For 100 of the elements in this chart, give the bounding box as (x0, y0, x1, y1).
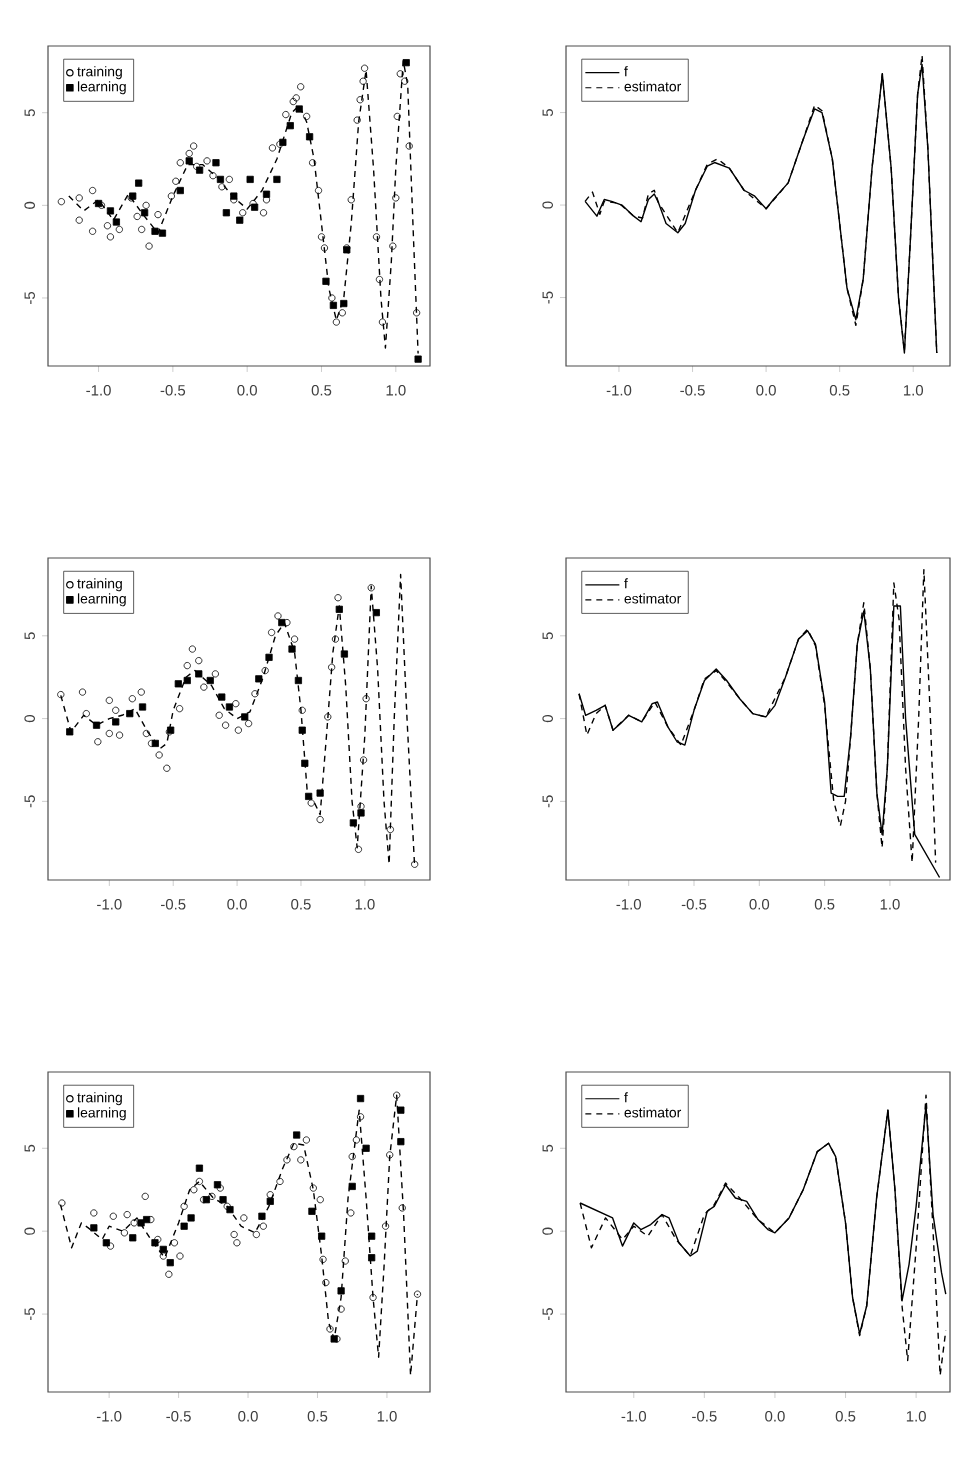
point (314, 186, 323, 195)
point (252, 1230, 260, 1239)
point (176, 705, 184, 713)
point (142, 201, 150, 209)
point (331, 635, 340, 643)
point (142, 729, 150, 738)
point (305, 792, 313, 800)
point (115, 731, 124, 739)
point (354, 845, 363, 853)
point (317, 233, 326, 241)
point (151, 227, 159, 235)
point (266, 1197, 274, 1205)
point (230, 1230, 238, 1239)
point (402, 59, 410, 67)
point (320, 244, 329, 252)
point (90, 1224, 98, 1232)
point (405, 142, 413, 150)
point (308, 159, 317, 167)
point (316, 1196, 324, 1204)
point (341, 1257, 349, 1265)
point (347, 196, 355, 204)
point (170, 1239, 178, 1247)
point (109, 1212, 117, 1220)
point (378, 318, 387, 326)
point (369, 1293, 377, 1302)
point (396, 70, 404, 78)
point (94, 738, 102, 746)
point (239, 209, 247, 217)
point (195, 1177, 203, 1186)
point (290, 1143, 298, 1151)
point (386, 825, 394, 834)
point (137, 1219, 145, 1227)
point (115, 225, 123, 234)
point (297, 1156, 305, 1164)
point (303, 112, 311, 120)
point (234, 726, 242, 734)
point (337, 1287, 345, 1295)
point (246, 175, 254, 183)
point (188, 645, 196, 653)
point (112, 718, 120, 726)
point (411, 860, 419, 868)
point (112, 218, 120, 226)
point (335, 605, 343, 613)
point (208, 1192, 216, 1200)
point (372, 233, 381, 241)
point (174, 680, 182, 688)
point (251, 690, 259, 698)
point (356, 1094, 365, 1103)
point (158, 229, 167, 237)
point (105, 729, 113, 738)
point (347, 1209, 355, 1217)
point (218, 183, 226, 191)
point (232, 700, 240, 708)
point (225, 703, 234, 711)
point (259, 209, 268, 217)
point (225, 175, 233, 183)
point (356, 1113, 365, 1121)
point (338, 309, 346, 317)
point (155, 751, 163, 759)
point (306, 133, 314, 141)
point (389, 242, 397, 250)
point (348, 1182, 356, 1190)
point (154, 211, 162, 219)
point (137, 688, 145, 696)
point (262, 196, 271, 204)
point (292, 94, 300, 102)
point (362, 1144, 370, 1152)
point (211, 670, 219, 678)
point (375, 275, 384, 284)
point (413, 309, 421, 317)
point (159, 1245, 167, 1254)
point (286, 122, 294, 130)
point (133, 212, 141, 221)
point (368, 1232, 376, 1240)
point (89, 227, 97, 235)
point (290, 635, 299, 643)
point (316, 815, 324, 824)
point (215, 711, 223, 719)
point (295, 105, 303, 113)
point (348, 1152, 356, 1161)
point (329, 301, 337, 309)
point (332, 318, 340, 326)
point (195, 1164, 203, 1172)
point (340, 299, 348, 308)
point (357, 809, 365, 817)
point (357, 802, 365, 810)
point (78, 688, 87, 696)
point (165, 1270, 173, 1278)
point (397, 1138, 405, 1146)
point (159, 1252, 167, 1260)
point (274, 612, 282, 620)
point (322, 1278, 330, 1287)
point (219, 1196, 227, 1204)
point (120, 1229, 128, 1237)
point (328, 663, 336, 671)
point (212, 159, 220, 167)
point (130, 1219, 138, 1227)
point (372, 609, 380, 617)
point (138, 225, 146, 234)
point (326, 1325, 334, 1333)
